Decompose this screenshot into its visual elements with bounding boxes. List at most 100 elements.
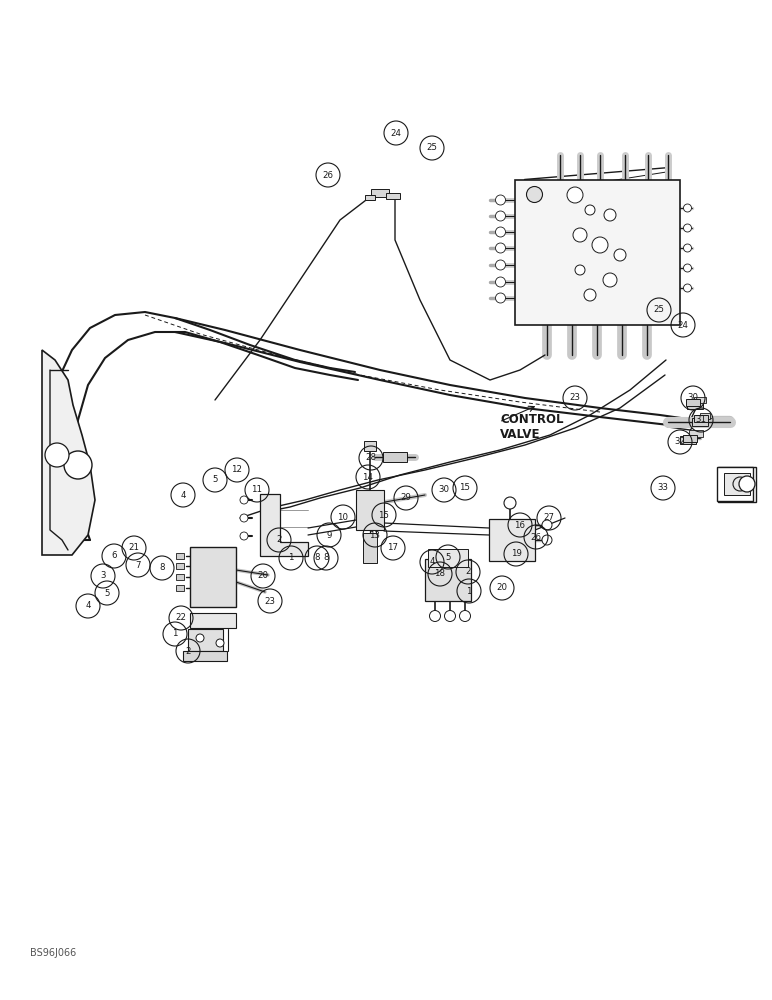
Bar (683, 434, 697, 442)
Text: 18: 18 (435, 570, 445, 578)
Text: BS96J066: BS96J066 (30, 948, 76, 958)
Text: CONTROL: CONTROL (500, 413, 564, 426)
Bar (386, 193, 400, 199)
Text: 24: 24 (391, 128, 401, 137)
Circle shape (496, 260, 506, 270)
Bar (680, 436, 696, 444)
Circle shape (429, 610, 441, 621)
Text: 27: 27 (543, 514, 554, 522)
Text: 30: 30 (688, 393, 699, 402)
Text: 8: 8 (159, 564, 164, 572)
Text: 22: 22 (175, 613, 187, 622)
Circle shape (542, 520, 552, 530)
Circle shape (683, 244, 692, 252)
Circle shape (240, 532, 248, 540)
Bar (686, 398, 700, 406)
Bar (692, 418, 708, 426)
Circle shape (496, 293, 506, 303)
Text: 6: 6 (111, 552, 117, 560)
Text: 29: 29 (401, 493, 411, 502)
Text: 15: 15 (378, 510, 390, 520)
Text: 26: 26 (323, 170, 334, 180)
Text: VALVE: VALVE (500, 428, 540, 441)
Circle shape (496, 211, 506, 221)
Circle shape (542, 535, 552, 545)
Circle shape (45, 443, 69, 467)
Bar (694, 397, 706, 403)
Text: 16: 16 (514, 520, 526, 530)
Bar (363, 533, 377, 563)
Polygon shape (260, 494, 308, 556)
Text: 8: 8 (323, 554, 329, 562)
Circle shape (240, 496, 248, 504)
Circle shape (585, 205, 595, 215)
Text: 2: 2 (276, 536, 282, 544)
Bar (489, 519, 535, 561)
Bar (364, 441, 376, 451)
Text: 4: 4 (85, 601, 91, 610)
Circle shape (527, 186, 543, 202)
Circle shape (683, 284, 692, 292)
Circle shape (496, 227, 506, 237)
Bar (176, 563, 184, 569)
Circle shape (567, 187, 583, 203)
Circle shape (496, 243, 506, 253)
Text: 19: 19 (510, 550, 521, 558)
Circle shape (603, 273, 617, 287)
Text: 31: 31 (696, 416, 706, 424)
Circle shape (683, 204, 692, 212)
Circle shape (592, 237, 608, 253)
Text: 11: 11 (252, 486, 262, 494)
Circle shape (496, 277, 506, 287)
Text: 30: 30 (438, 486, 449, 494)
Text: 23: 23 (570, 393, 581, 402)
Circle shape (733, 477, 747, 491)
Bar (176, 585, 184, 591)
Text: 14: 14 (363, 473, 374, 482)
Bar (176, 553, 184, 559)
Bar (717, 467, 753, 501)
Text: 26: 26 (530, 532, 541, 542)
Text: 5: 5 (445, 552, 451, 562)
Bar (176, 574, 184, 580)
Bar (514, 180, 679, 324)
Bar (689, 430, 703, 436)
Circle shape (584, 289, 596, 301)
Bar (718, 466, 756, 502)
Circle shape (604, 209, 616, 221)
Text: 5: 5 (212, 476, 218, 485)
Text: 9: 9 (327, 530, 332, 540)
Bar (700, 413, 710, 419)
Text: 1: 1 (288, 554, 294, 562)
Circle shape (64, 451, 92, 479)
Bar (428, 549, 468, 567)
Bar (687, 401, 703, 409)
Text: 24: 24 (678, 320, 689, 330)
Circle shape (739, 476, 755, 492)
Bar (188, 629, 222, 651)
Text: 15: 15 (459, 484, 470, 492)
Circle shape (445, 610, 455, 621)
Bar (694, 414, 708, 422)
Text: 23: 23 (265, 596, 276, 605)
Text: 3: 3 (100, 572, 106, 580)
Text: 33: 33 (658, 484, 669, 492)
Circle shape (614, 249, 626, 261)
Text: 2: 2 (466, 568, 471, 576)
Text: 25: 25 (426, 143, 438, 152)
Text: 20: 20 (258, 572, 269, 580)
Text: 13: 13 (370, 530, 381, 540)
Text: 4: 4 (429, 558, 435, 566)
Bar (356, 490, 384, 530)
Text: 1: 1 (172, 630, 178, 639)
Text: 7: 7 (135, 560, 141, 570)
Bar (365, 194, 375, 200)
Text: 1: 1 (466, 586, 472, 595)
Bar (190, 612, 236, 628)
Text: 5: 5 (104, 588, 110, 597)
Bar (724, 473, 750, 495)
Circle shape (196, 634, 204, 642)
Circle shape (496, 195, 506, 205)
Text: 4: 4 (180, 490, 186, 499)
Circle shape (575, 265, 585, 275)
